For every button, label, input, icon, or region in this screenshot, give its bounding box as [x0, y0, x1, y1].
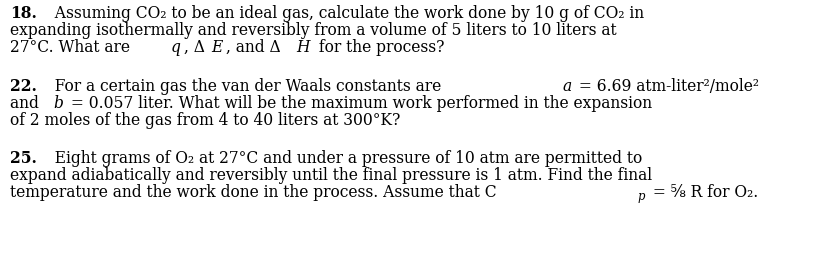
Text: a: a — [562, 78, 571, 95]
Text: of 2 moles of the gas from 4 to 40 liters at 300°K?: of 2 moles of the gas from 4 to 40 liter… — [10, 112, 400, 129]
Text: = 6.69 atm-liter²/mole²: = 6.69 atm-liter²/mole² — [573, 78, 758, 95]
Text: For a certain gas the van der Waals constants are: For a certain gas the van der Waals cons… — [45, 78, 445, 95]
Text: for the process?: for the process? — [313, 39, 443, 56]
Text: 18.: 18. — [10, 5, 37, 22]
Text: = 0.057 liter. What will be the maximum work performed in the expansion: = 0.057 liter. What will be the maximum … — [66, 95, 652, 112]
Text: 27°C. What are: 27°C. What are — [10, 39, 135, 56]
Text: = ⅝ R for O₂.: = ⅝ R for O₂. — [647, 184, 757, 201]
Text: , and Δ: , and Δ — [226, 39, 280, 56]
Text: expand adiabatically and reversibly until the final pressure is 1 atm. Find the : expand adiabatically and reversibly unti… — [10, 167, 652, 184]
Text: , Δ: , Δ — [184, 39, 204, 56]
Text: Assuming CO₂ to be an ideal gas, calculate the work done by 10 g of CO₂ in: Assuming CO₂ to be an ideal gas, calcula… — [45, 5, 643, 22]
Text: 25.: 25. — [10, 150, 37, 167]
Text: E: E — [211, 39, 222, 56]
Text: 22.: 22. — [10, 78, 37, 95]
Text: p: p — [637, 190, 644, 203]
Text: and: and — [10, 95, 44, 112]
Text: H: H — [296, 39, 309, 56]
Text: q: q — [171, 39, 181, 56]
Text: temperature and the work done in the process. Assume that C: temperature and the work done in the pro… — [10, 184, 496, 201]
Text: expanding isothermally and reversibly from a volume of 5 liters to 10 liters at: expanding isothermally and reversibly fr… — [10, 22, 616, 39]
Text: Eight grams of O₂ at 27°C and under a pressure of 10 atm are permitted to: Eight grams of O₂ at 27°C and under a pr… — [45, 150, 641, 167]
Text: b: b — [54, 95, 64, 112]
